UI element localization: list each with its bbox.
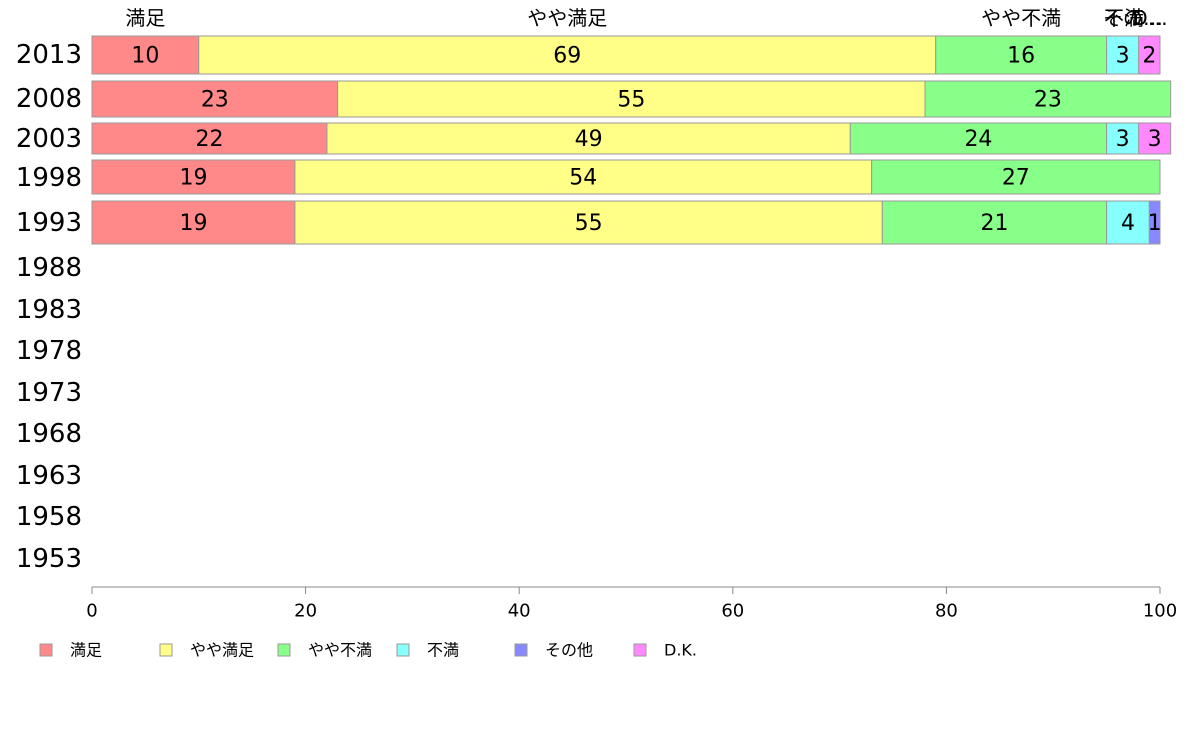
legend-swatch-4 [514, 643, 528, 657]
data-label-1993-series-0: 19 [179, 211, 207, 236]
data-label-1993-series-1: 55 [575, 211, 603, 236]
data-label-2008-series-2: 23 [1034, 88, 1062, 113]
data-label-1993-series-4: 1 [1148, 211, 1162, 236]
data-label-2003-series-1: 49 [575, 127, 603, 152]
bar-2003-series-5 [1138, 122, 1172, 155]
legend-swatch-1 [159, 643, 173, 657]
x-tick-label-100: 100 [1143, 601, 1177, 622]
bar-2003-series-2 [849, 122, 1108, 155]
legend-swatch-2 [277, 643, 291, 657]
bar-1993-series-2 [881, 200, 1108, 245]
bar-1998-series-1 [294, 159, 873, 195]
legend-label-4: その他 [545, 641, 593, 660]
data-label-2013-series-2: 16 [1007, 44, 1035, 69]
legend-label-5: D.K. [664, 641, 697, 660]
bar-1993-series-0 [91, 200, 296, 245]
top-label-4: その… [1103, 6, 1163, 30]
data-label-2008-series-1: 55 [617, 88, 645, 113]
legend-label-1: やや満足 [190, 641, 254, 660]
bar-1993-series-3 [1106, 200, 1150, 245]
top-label-1: やや満足 [527, 6, 607, 30]
data-label-1993-series-3: 4 [1121, 211, 1135, 236]
bar-2013-series-3 [1106, 35, 1140, 75]
data-label-2013-series-0: 10 [131, 44, 159, 69]
year-label-1983: 1983 [16, 295, 82, 325]
data-label-1993-series-2: 21 [980, 211, 1008, 236]
year-label-1988: 1988 [16, 253, 82, 283]
data-label-2003-series-3: 3 [1116, 127, 1130, 152]
data-label-2003-series-2: 24 [964, 127, 992, 152]
bar-2008-series-0 [91, 80, 339, 118]
top-label-0: 満足 [125, 6, 165, 30]
data-label-1998-series-0: 19 [179, 166, 207, 191]
data-label-1998-series-1: 54 [569, 166, 597, 191]
data-label-2013-series-3: 3 [1116, 44, 1130, 69]
data-label-2003-series-0: 22 [195, 127, 223, 152]
bar-2003-series-1 [326, 122, 851, 155]
bar-1993-series-1 [294, 200, 883, 245]
data-label-1998-series-2: 27 [1002, 166, 1030, 191]
data-label-2013-series-5: 2 [1142, 44, 1156, 69]
year-label-1993: 1993 [16, 208, 82, 238]
legend-swatch-0 [39, 643, 53, 657]
bar-2003-series-3 [1106, 122, 1140, 155]
top-label-2: やや不満 [981, 6, 1061, 30]
bar-2008-series-2 [924, 80, 1172, 118]
year-label-1963: 1963 [16, 461, 82, 491]
year-label-2008: 2008 [16, 84, 82, 114]
data-label-2013-series-1: 69 [553, 44, 581, 69]
year-labels: 2013 2008 2003 1998 1993 1988 1983 1978 1973 1968… [16, 40, 82, 574]
year-label-2003: 2003 [16, 124, 82, 154]
bar-1998-series-0 [91, 159, 296, 195]
year-label-1978: 1978 [16, 336, 82, 366]
year-label-2013: 2013 [16, 40, 82, 70]
legend-swatch-3 [396, 643, 410, 657]
bar-2013-series-5 [1138, 35, 1161, 75]
bar-2003-series-0 [91, 122, 328, 155]
legend-swatch-5 [633, 643, 647, 657]
top-label-5: D… [1132, 6, 1167, 30]
bar-2013-series-0 [91, 35, 200, 75]
x-tick-label-80: 80 [935, 601, 958, 622]
x-tick-label-40: 40 [508, 601, 531, 622]
legend-label-3: 不満 [427, 641, 459, 660]
top-label-3: 不満 [1104, 6, 1144, 30]
bar-1993-series-4 [1148, 200, 1161, 245]
x-tick-label-0: 0 [86, 601, 97, 622]
year-label-1958: 1958 [16, 502, 82, 532]
bar-1998-series-2 [871, 159, 1161, 195]
year-label-1953: 1953 [16, 544, 82, 574]
x-tick-label-60: 60 [721, 601, 744, 622]
year-label-1968: 1968 [16, 419, 82, 449]
legend: 満足 やや満足 やや不満 不満 その他 D.K. [39, 641, 697, 660]
data-label-2003-series-5: 3 [1148, 127, 1162, 152]
year-label-1973: 1973 [16, 378, 82, 408]
year-label-1998: 1998 [16, 163, 82, 193]
legend-label-2: やや不満 [308, 641, 372, 660]
x-tick-label-20: 20 [294, 601, 317, 622]
top-series-labels: 満足 やや満足 やや不満 不満その…D… [125, 6, 1167, 30]
legend-label-0: 満足 [70, 641, 102, 660]
bar-2008-series-1 [337, 80, 926, 118]
x-axis: 0 20 40 60 80 100 [86, 586, 1177, 622]
data-label-2008-series-0: 23 [201, 88, 229, 113]
